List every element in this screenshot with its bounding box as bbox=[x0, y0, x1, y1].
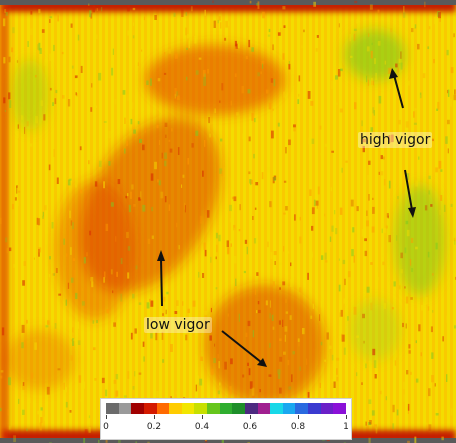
legend-tick-0 bbox=[106, 415, 107, 419]
field-bottom-edge bbox=[0, 438, 456, 443]
legend-swatch-16 bbox=[308, 403, 321, 414]
legend-swatch-15 bbox=[295, 403, 308, 414]
legend-tick-label-1: 0.2 bbox=[146, 422, 162, 432]
legend-tick-3 bbox=[250, 415, 251, 419]
legend-ticks bbox=[106, 415, 347, 422]
legend-swatch-0 bbox=[106, 403, 119, 414]
legend-swatch-12 bbox=[257, 403, 271, 414]
low-vigor-label: low vigor bbox=[144, 317, 212, 333]
legend-tick-label-2: 0.4 bbox=[194, 422, 210, 432]
legend-swatch-7 bbox=[194, 403, 207, 414]
vigor-legend: 0 0.2 0.4 0.6 0.8 1 bbox=[100, 398, 352, 440]
legend-swatch-6 bbox=[181, 403, 195, 414]
legend-tick-4 bbox=[298, 415, 299, 419]
legend-tick-labels: 0 0.2 0.4 0.6 0.8 1 bbox=[103, 422, 349, 436]
high-vigor-arrow-bottom bbox=[404, 169, 416, 218]
legend-swatch-18 bbox=[333, 403, 346, 414]
high-vigor-zones bbox=[12, 30, 445, 360]
legend-tick-label-5: 1 bbox=[343, 422, 349, 432]
legend-tick-1 bbox=[154, 415, 155, 419]
legend-tick-label-4: 0.8 bbox=[290, 422, 306, 432]
legend-swatch-10 bbox=[232, 403, 245, 414]
legend-swatch-1 bbox=[118, 403, 132, 414]
field-top-edge bbox=[0, 0, 456, 5]
high-vigor-label: high vigor bbox=[358, 132, 433, 148]
legend-swatch-11 bbox=[244, 403, 258, 414]
low-vigor-zones bbox=[5, 45, 325, 405]
legend-color-bar bbox=[106, 403, 346, 414]
legend-swatch-8 bbox=[207, 403, 220, 414]
low-vigor-arrow-up bbox=[157, 250, 165, 307]
low-vigor-arrow-down bbox=[221, 330, 267, 367]
legend-tick-2 bbox=[202, 415, 203, 419]
legend-swatch-9 bbox=[219, 403, 233, 414]
high-vigor-arrow-top bbox=[389, 68, 404, 109]
legend-tick-label-0: 0 bbox=[103, 422, 109, 432]
legend-swatch-3 bbox=[143, 403, 157, 414]
legend-swatch-13 bbox=[270, 403, 283, 414]
legend-swatch-17 bbox=[320, 403, 334, 414]
legend-swatch-5 bbox=[169, 403, 182, 414]
legend-swatch-14 bbox=[282, 403, 296, 414]
legend-tick-5 bbox=[346, 415, 347, 419]
legend-tick-label-3: 0.6 bbox=[242, 422, 258, 432]
legend-swatch-2 bbox=[131, 403, 144, 414]
legend-swatch-4 bbox=[156, 403, 170, 414]
